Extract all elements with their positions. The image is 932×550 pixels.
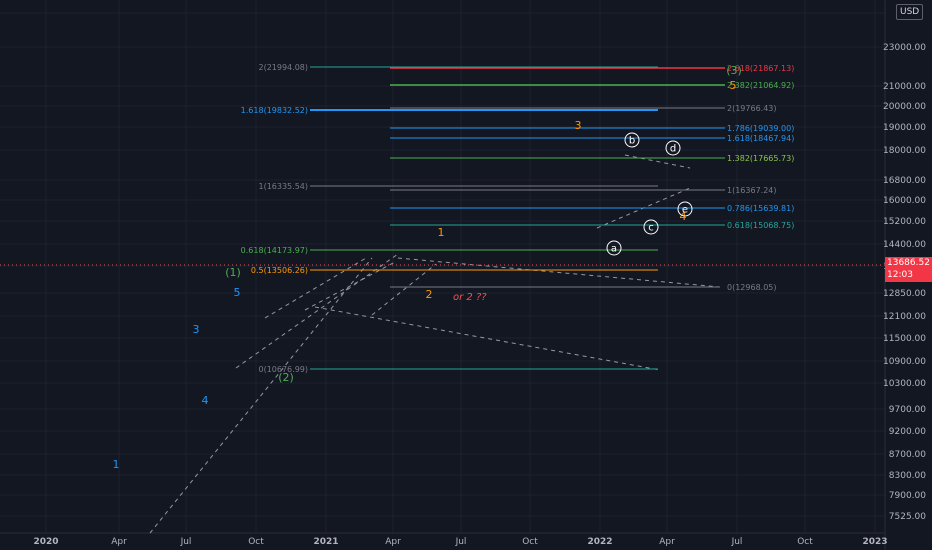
wave-circle [643, 219, 659, 235]
trend-line [149, 257, 373, 534]
y-tick-label: 16000.00 [883, 196, 926, 206]
y-tick-label: 12100.00 [883, 312, 926, 322]
wave-circle-label: b [624, 132, 640, 148]
x-tick-label: Oct [797, 537, 813, 547]
y-tick-label: 21000.00 [883, 82, 926, 92]
y-tick-label: 10900.00 [883, 357, 926, 367]
y-tick-label: 7900.00 [889, 491, 926, 501]
fib-label-left: 1(16335.54) [258, 182, 308, 191]
wave-label: (2) [278, 371, 294, 384]
fib-label-right: 0.786(15639.81) [727, 204, 794, 213]
x-tick-label: Oct [522, 537, 538, 547]
y-tick-label: 16800.00 [883, 176, 926, 186]
trend-line [624, 154, 691, 169]
trend-line [371, 263, 437, 316]
y-tick-label: 10300.00 [883, 379, 926, 389]
y-tick-label: 18000.00 [883, 146, 926, 156]
fib-label-left: 0.5(13506.26) [251, 266, 308, 275]
fib-label-right: 1.786(19039.00) [727, 124, 794, 133]
y-tick-label: 12850.00 [883, 289, 926, 299]
wave-circle [624, 132, 640, 148]
last-price-tag: 13686.52 12:03 [885, 257, 932, 282]
fib-label-left: 0(10676.99) [258, 365, 308, 374]
fib-label-right: 0.618(15068.75) [727, 221, 794, 230]
x-tick-label: Jul [731, 537, 743, 547]
wave-circle [677, 201, 693, 217]
wave-label: (1) [225, 266, 241, 279]
wave-circle-text: b [629, 136, 635, 147]
x-tick-label: Jul [180, 537, 192, 547]
fib-label-left: 1.618(19832.52) [241, 106, 308, 115]
x-tick-label: Jul [455, 537, 467, 547]
fib-label-right: 0(12968.05) [727, 283, 777, 292]
fib-label-left: 2(21994.08) [258, 63, 308, 72]
x-tick-label: 2022 [587, 537, 612, 547]
wave-circle-label: a [606, 240, 622, 256]
x-tick-label: Apr [111, 537, 127, 547]
fib-label-right: 2.382(21064.92) [727, 81, 794, 90]
wave-circle-text: e [682, 205, 688, 216]
y-tick-label: 8700.00 [889, 450, 926, 460]
x-tick-label: 2023 [862, 537, 887, 547]
wave-label: 2 [426, 288, 433, 301]
wave-label: 3 [575, 119, 582, 132]
fib-label-right: 1.618(18467.94) [727, 134, 794, 143]
x-tick-label: 2020 [33, 537, 58, 547]
y-tick-label: 15200.00 [883, 217, 926, 227]
trend-line [264, 257, 367, 319]
fib-label-left: 0.618(14173.97) [241, 246, 308, 255]
x-tick-label: Apr [385, 537, 401, 547]
y-tick-label: 14400.00 [883, 240, 926, 250]
y-tick-label: 23000.00 [883, 43, 926, 53]
fib-label-right: 1.382(17665.73) [727, 154, 794, 163]
wave-circle-label: c [643, 219, 659, 235]
wave-annotation: or 2 ?? [453, 292, 487, 303]
fib-label-right: 2.618(21867.13) [727, 64, 794, 73]
x-tick-label: Oct [248, 537, 264, 547]
wave-circle-label: d [665, 140, 681, 156]
last-price-value: 13686.52 [887, 258, 930, 268]
wave-label: 1 [438, 226, 445, 239]
trend-line [397, 257, 721, 288]
y-tick-label: 20000.00 [883, 102, 926, 112]
wave-circle-label: e [677, 201, 693, 217]
y-tick-label: 8300.00 [889, 471, 926, 481]
wave-circle-text: c [648, 223, 654, 234]
fib-label-right: 2(19766.43) [727, 104, 777, 113]
y-tick-label: 19000.00 [883, 123, 926, 133]
y-tick-label: 9200.00 [889, 427, 926, 437]
wave-label: 1 [113, 458, 120, 471]
wave-label: (3) [726, 64, 742, 77]
currency-badge[interactable]: USD [896, 4, 924, 20]
x-tick-label: Apr [659, 537, 675, 547]
wave-circle [665, 140, 681, 156]
x-tick-label: 2021 [313, 537, 338, 547]
trend-line [304, 261, 396, 311]
wave-label: 4 [680, 210, 687, 223]
fib-label-right: 1(16367.24) [727, 186, 777, 195]
wave-label: 5 [730, 79, 737, 92]
wave-circle-text: a [611, 244, 617, 255]
wave-label: 5 [234, 286, 241, 299]
trend-line [314, 306, 661, 371]
y-tick-label: 11500.00 [883, 334, 926, 344]
y-tick-label: 7525.00 [889, 512, 926, 522]
trend-line [235, 253, 399, 369]
wave-label: 4 [202, 394, 209, 407]
wave-circle-text: d [670, 144, 676, 155]
countdown-timer: 12:03 [887, 270, 913, 280]
y-tick-label: 9700.00 [889, 405, 926, 415]
wave-label: 3 [193, 323, 200, 336]
wave-circle [606, 240, 622, 256]
